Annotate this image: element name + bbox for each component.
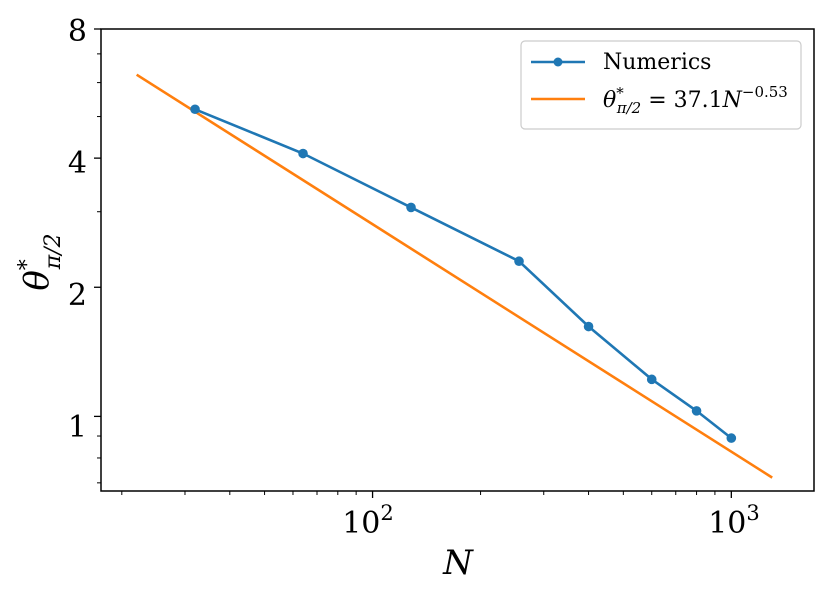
series-numerics [190, 104, 737, 443]
legend-box [520, 40, 802, 130]
legend: Numerics θ* π/2 = 37.1N−0.53 [520, 40, 802, 130]
numerics-point [726, 433, 737, 443]
numerics-point [298, 148, 308, 159]
series-fit [135, 73, 773, 479]
x-tick-labels: 102 103 [342, 501, 760, 541]
plot-frame [100, 28, 815, 492]
numerics-point [514, 256, 524, 267]
numerics-point [691, 406, 702, 416]
y-tick-label-1: 1 [68, 410, 87, 445]
y-tick-label-2: 2 [68, 278, 87, 313]
x-tick-label-1000: 103 [708, 501, 760, 541]
numerics-point [406, 202, 416, 213]
legend-marker-numerics [553, 57, 563, 67]
numerics-line [194, 108, 733, 440]
y-axis-label: θ*π/2 [15, 233, 66, 290]
y-tick-labels: 8 4 2 1 [68, 14, 87, 445]
y-tick-label-4: 4 [68, 146, 87, 181]
svg-text:θ*π/2: θ*π/2 [15, 233, 66, 290]
numerics-point [190, 104, 200, 115]
numerics-point [646, 374, 657, 385]
legend-label-fit: θ* π/2 = 37.1N−0.53 [603, 83, 788, 117]
y-tick-label-8: 8 [68, 14, 87, 49]
x-axis-label: N [442, 543, 474, 583]
fit-line [135, 73, 773, 479]
major-ticks [94, 28, 732, 498]
legend-label-numerics: Numerics [603, 50, 711, 75]
x-tick-label-100: 102 [342, 501, 394, 541]
numerics-point [583, 321, 594, 332]
